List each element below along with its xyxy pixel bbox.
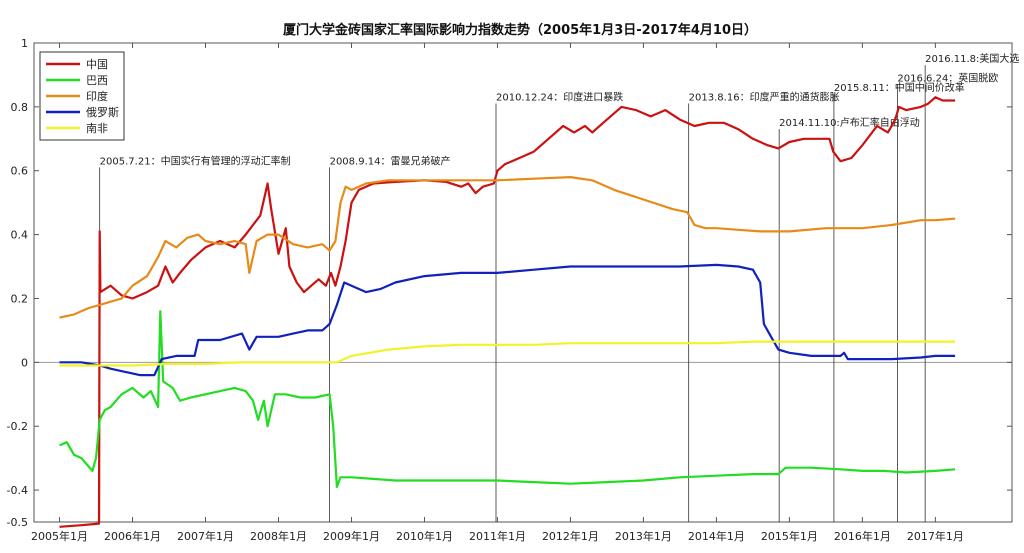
x-tick-label: 2008年1月 <box>250 529 307 543</box>
x-tick-label: 2017年1月 <box>907 529 964 543</box>
y-tick-label: -0.2 <box>7 420 28 433</box>
x-tick-label: 2005年1月 <box>31 529 88 543</box>
y-tick-label: -0.5 <box>7 516 28 529</box>
chart-title: 厦门大学金砖国家汇率国际影响力指数走势（2005年1月3日-2017年4月10日… <box>283 22 757 38</box>
x-tick-label: 2009年1月 <box>323 529 380 543</box>
legend-label: 南非 <box>86 122 108 135</box>
event-label: 2010.12.24：印度进口暴跌 <box>496 90 623 103</box>
legend-label: 中国 <box>86 58 108 71</box>
y-tick-label: 0.6 <box>11 165 29 178</box>
legend-label: 印度 <box>86 89 108 103</box>
y-tick-label: 0.4 <box>11 229 29 242</box>
x-tick-label: 2015年1月 <box>761 529 818 543</box>
x-tick-label: 2014年1月 <box>688 529 745 543</box>
x-tick-label: 2013年1月 <box>615 529 672 543</box>
event-label: 2016.6.24：英国脱欧 <box>897 71 998 84</box>
y-tick-label: 0.2 <box>11 292 29 305</box>
y-tick-label: 0 <box>21 356 28 369</box>
event-label: 2016.11.8:美国大选 <box>925 52 1019 65</box>
series-line-1 <box>59 96 956 528</box>
series-line-5 <box>59 340 956 367</box>
event-label: 2014.11.10:卢布汇率自由浮动 <box>779 116 920 129</box>
legend-label: 巴西 <box>86 74 108 87</box>
x-tick-label: 2012年1月 <box>542 529 599 543</box>
event-label: 2008.9.14：雷曼兄弟破产 <box>330 154 451 167</box>
x-tick-label: 2007年1月 <box>177 529 234 543</box>
series-line-2 <box>59 310 956 488</box>
series-line-3 <box>59 176 956 319</box>
legend-label: 俄罗斯 <box>86 106 119 119</box>
event-label: 2015.8.11：中国中间价改革 <box>834 81 965 94</box>
y-tick-label: 1 <box>21 37 28 50</box>
y-tick-label: -0.4 <box>7 484 28 497</box>
x-tick-label: 2016年1月 <box>834 529 891 543</box>
x-tick-label: 2010年1月 <box>396 529 453 543</box>
event-label: 2013.8.16：印度严重的通货膨胀 <box>689 90 840 103</box>
series-line-4 <box>59 263 956 377</box>
x-tick-label: 2006年1月 <box>104 529 161 543</box>
y-tick-label: 0.8 <box>11 101 29 114</box>
plot-frame <box>33 42 1013 523</box>
event-label: 2005.7.21：中国实行有管理的浮动汇率制 <box>100 154 291 167</box>
x-tick-label: 2011年1月 <box>469 529 526 543</box>
